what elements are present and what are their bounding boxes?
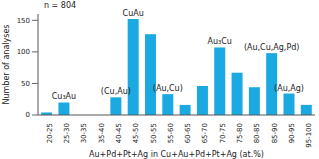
svg-text:80-85: 80-85 bbox=[253, 123, 261, 143]
svg-text:45-50: 45-50 bbox=[132, 123, 140, 143]
svg-text:65-70: 65-70 bbox=[201, 123, 209, 143]
svg-text:25-30: 25-30 bbox=[63, 123, 71, 143]
svg-text:40-45: 40-45 bbox=[115, 123, 123, 143]
svg-text:60-65: 60-65 bbox=[184, 123, 192, 143]
svg-text:85-90: 85-90 bbox=[271, 123, 279, 143]
svg-text:50: 50 bbox=[21, 80, 30, 88]
svg-text:75-80: 75-80 bbox=[236, 123, 244, 143]
svg-text:95-100: 95-100 bbox=[305, 123, 311, 148]
svg-text:70-75: 70-75 bbox=[219, 123, 227, 143]
svg-text:(Au,Ag): (Au,Ag) bbox=[274, 84, 304, 93]
svg-text:Cu₃Au: Cu₃Au bbox=[52, 92, 76, 101]
svg-text:Au+Pd+Pt+Ag in Cu+Au+Pd+Pt+Ag: Au+Pd+Pt+Ag in Cu+Au+Pd+Pt+Ag (at.%) bbox=[89, 150, 264, 159]
svg-text:Number of analyses: Number of analyses bbox=[8, 24, 11, 104]
svg-text:35-40: 35-40 bbox=[98, 123, 106, 143]
svg-text:(Au,Cu,Ag,Pd): (Au,Cu,Ag,Pd) bbox=[244, 43, 300, 52]
svg-text:100: 100 bbox=[17, 48, 30, 56]
html-text:n = 804: n = 804 bbox=[44, 1, 77, 10]
svg-text:(Cu,Au): (Cu,Au) bbox=[101, 87, 131, 96]
svg-text:150: 150 bbox=[17, 17, 30, 25]
svg-text:CuAu: CuAu bbox=[123, 9, 144, 18]
svg-text:90-95: 90-95 bbox=[288, 123, 296, 143]
svg-text:50-55: 50-55 bbox=[150, 123, 158, 143]
svg-text:0: 0 bbox=[26, 111, 30, 119]
svg-text:55-60: 55-60 bbox=[167, 123, 175, 143]
svg-text:Au₃Cu: Au₃Cu bbox=[208, 37, 232, 46]
svg-text:(Au,Cu): (Au,Cu) bbox=[153, 84, 183, 93]
svg-text:30-35: 30-35 bbox=[80, 123, 88, 143]
svg-text:20-25: 20-25 bbox=[46, 123, 54, 143]
